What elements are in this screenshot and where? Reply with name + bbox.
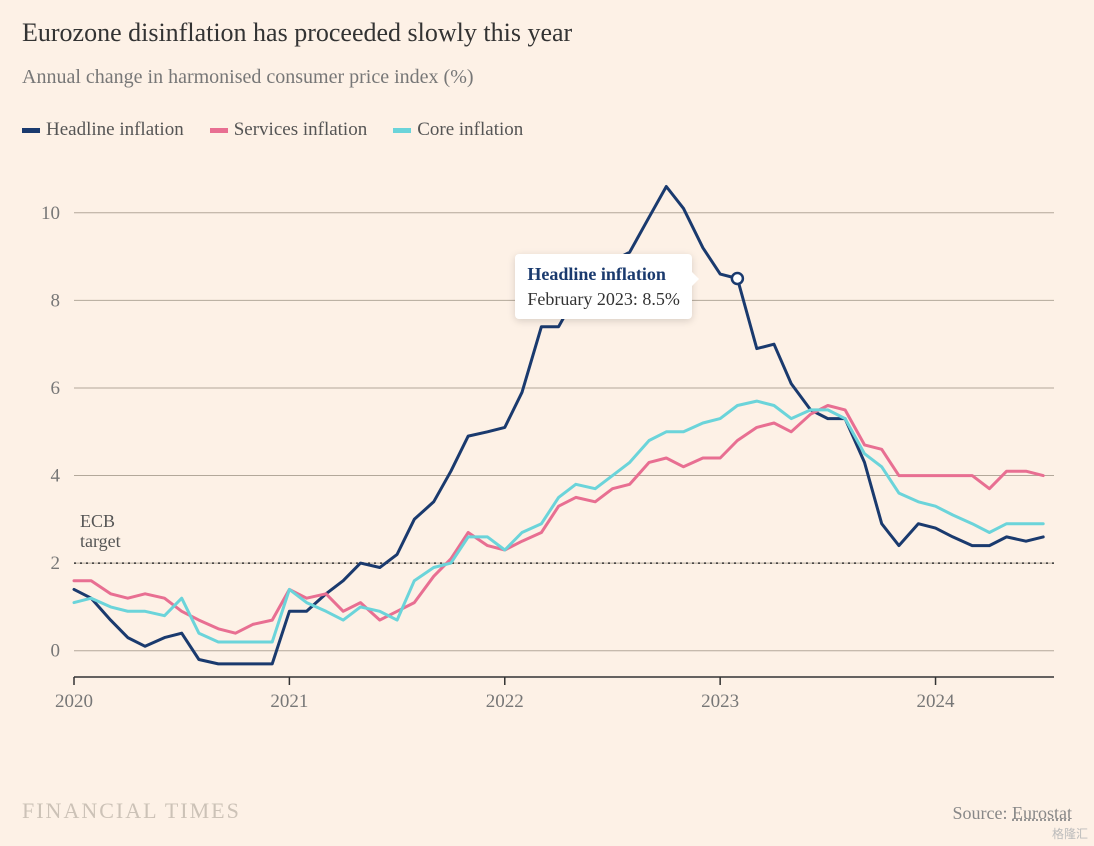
x-axis-tick-label: 2023: [701, 691, 739, 712]
x-axis-tick-label: 2020: [55, 691, 93, 712]
y-axis-tick-label: 8: [51, 290, 61, 311]
reference-line-label: target: [80, 531, 121, 551]
chart-footer: FINANCIAL TIMES Source: Eurostat: [22, 798, 1072, 824]
legend-swatch-icon: [210, 128, 228, 133]
watermark: 格隆汇: [1052, 825, 1088, 842]
chart-subtitle: Annual change in harmonised consumer pri…: [22, 66, 1072, 89]
y-axis-tick-label: 2: [51, 553, 61, 574]
publisher-brand: FINANCIAL TIMES: [22, 798, 241, 824]
series-line: [74, 401, 1043, 642]
source-prefix: Source:: [953, 803, 1012, 823]
legend-label: Core inflation: [417, 119, 523, 141]
x-axis-tick-label: 2022: [486, 691, 524, 712]
y-axis-tick-label: 0: [51, 641, 61, 662]
series-line: [74, 187, 1043, 664]
legend-label: Services inflation: [234, 119, 368, 141]
legend-item[interactable]: Headline inflation: [22, 119, 184, 141]
x-axis-tick-label: 2024: [917, 691, 956, 712]
y-axis-tick-label: 6: [51, 378, 61, 399]
tooltip-marker-icon: [732, 273, 743, 284]
source-link[interactable]: Eurostat: [1012, 803, 1072, 823]
x-axis-tick-label: 2021: [270, 691, 308, 712]
chart-title: Eurozone disinflation has proceeded slow…: [22, 18, 1072, 48]
legend-item[interactable]: Services inflation: [210, 119, 368, 141]
legend-swatch-icon: [393, 128, 411, 133]
y-axis-tick-label: 4: [51, 466, 61, 487]
chart-container: Eurozone disinflation has proceeded slow…: [0, 0, 1094, 846]
y-axis-tick-label: 10: [41, 203, 60, 224]
reference-line-label: ECB: [80, 511, 115, 531]
legend-item[interactable]: Core inflation: [393, 119, 523, 141]
chart-legend: Headline inflation Services inflation Core…: [22, 119, 1072, 141]
legend-label: Headline inflation: [46, 119, 184, 141]
line-chart-svg: 0 2 4 6 8 10 ECBtarget 2020 2021 2022 2023 2024: [22, 159, 1072, 719]
legend-swatch-icon: [22, 128, 40, 133]
chart-plot-area: 0246810ECBtarget20202021202220232024 Hea…: [22, 159, 1072, 719]
source-attribution: Source: Eurostat: [953, 803, 1072, 824]
series-line: [74, 406, 1043, 634]
